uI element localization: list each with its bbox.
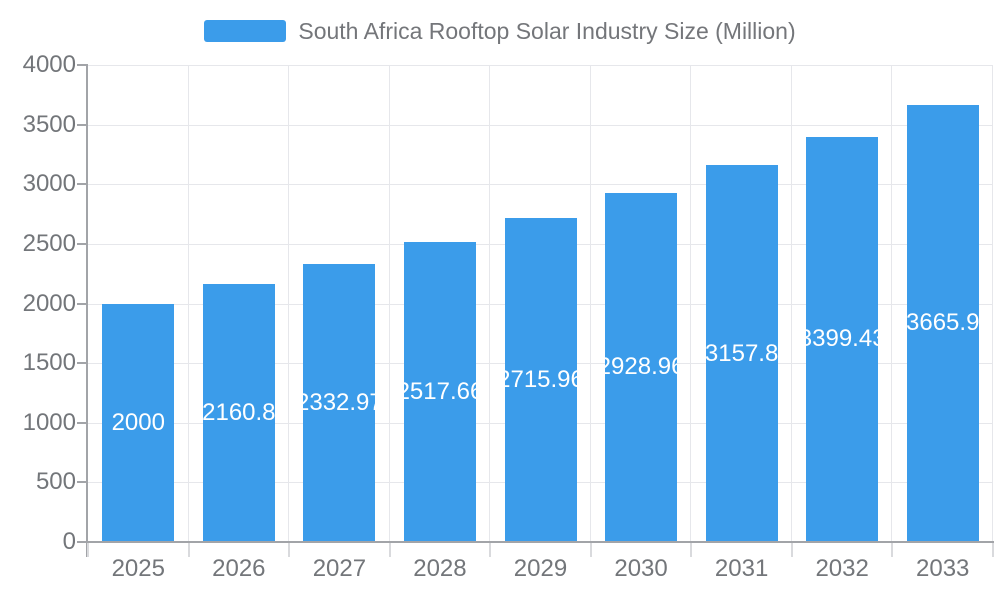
v-gridline <box>187 65 189 542</box>
y-tick-label: 1000 <box>22 408 76 436</box>
y-tick <box>77 421 87 424</box>
v-gridline <box>288 65 290 542</box>
y-tick <box>77 242 87 245</box>
x-tick-label: 2026 <box>212 555 266 582</box>
x-tick-label: 2030 <box>614 555 668 582</box>
x-tick <box>489 543 492 557</box>
bar-value-label: 3157.8 <box>705 339 778 367</box>
x-tick <box>388 543 391 557</box>
bar[interactable]: 2517.66 <box>403 241 476 542</box>
x-tick-label: 2029 <box>513 555 568 582</box>
v-gridline <box>489 65 491 542</box>
bar[interactable]: 2332.97 <box>303 263 376 542</box>
y-tick <box>77 183 87 186</box>
x-tick <box>87 543 89 557</box>
bar-value-label: 2000 <box>111 408 165 436</box>
h-gridline <box>88 65 993 66</box>
bar[interactable]: 3157.8 <box>705 165 778 542</box>
v-gridline <box>891 65 893 542</box>
x-tick-label: 2033 <box>916 555 970 582</box>
bar-value-label: 2928.96 <box>605 353 677 381</box>
y-tick-label: 4000 <box>22 51 76 78</box>
v-gridline <box>992 65 993 542</box>
y-axis-line <box>86 64 88 557</box>
y-tick <box>77 541 87 543</box>
h-gridline <box>88 124 993 126</box>
bar[interactable]: 2000 <box>102 303 175 542</box>
y-tick <box>77 123 87 126</box>
bar-value-label: 2715.96 <box>505 366 577 394</box>
y-tick <box>77 64 87 66</box>
x-tick <box>690 543 693 557</box>
bar-value-label: 3399.43 <box>806 325 878 353</box>
y-tick <box>77 302 87 305</box>
bar-value-label: 2332.97 <box>303 388 375 416</box>
y-tick-label: 2500 <box>22 229 76 257</box>
y-tick-label: 3000 <box>22 170 76 198</box>
h-gridline <box>88 184 993 186</box>
y-tick <box>77 481 87 484</box>
x-tick <box>589 543 592 557</box>
bar[interactable]: 2160.8 <box>202 284 275 542</box>
y-tick <box>77 362 87 365</box>
x-tick-label: 2028 <box>413 555 467 582</box>
x-tick <box>891 543 894 557</box>
x-axis-line <box>87 541 994 543</box>
bar-value-label: 3665.9 <box>906 309 979 337</box>
bar-value-label: 2517.66 <box>404 377 476 405</box>
y-tick-label: 0 <box>62 528 76 555</box>
bar[interactable]: 3665.9 <box>906 104 979 542</box>
x-tick <box>992 543 994 557</box>
legend[interactable]: South Africa Rooftop Solar Industry Size… <box>0 17 1000 45</box>
x-tick-label: 2027 <box>312 555 367 582</box>
v-gridline <box>790 65 792 542</box>
y-tick-label: 500 <box>35 468 76 496</box>
x-tick <box>288 543 291 557</box>
v-gridline <box>690 65 692 542</box>
y-tick-label: 1500 <box>22 349 76 377</box>
bar[interactable]: 2715.96 <box>504 218 577 542</box>
x-tick <box>790 543 793 557</box>
y-tick-label: 2000 <box>22 289 76 317</box>
x-tick <box>187 543 190 557</box>
bar-value-label: 2160.8 <box>202 399 275 427</box>
x-tick-label: 2025 <box>111 555 165 582</box>
x-tick-label: 2031 <box>714 555 769 582</box>
legend-label: South Africa Rooftop Solar Industry Size… <box>298 18 796 44</box>
v-gridline <box>388 65 390 542</box>
legend-swatch <box>204 20 287 42</box>
y-tick-label: 3500 <box>22 110 76 138</box>
x-tick-label: 2032 <box>815 555 869 582</box>
v-gridline <box>589 65 591 542</box>
plot-area: 2000 2160.8 2332.97 2517.66 2715.96 2928.96 31… <box>88 65 993 542</box>
bar[interactable]: 3399.43 <box>806 136 879 542</box>
bar[interactable]: 2928.96 <box>605 192 678 542</box>
